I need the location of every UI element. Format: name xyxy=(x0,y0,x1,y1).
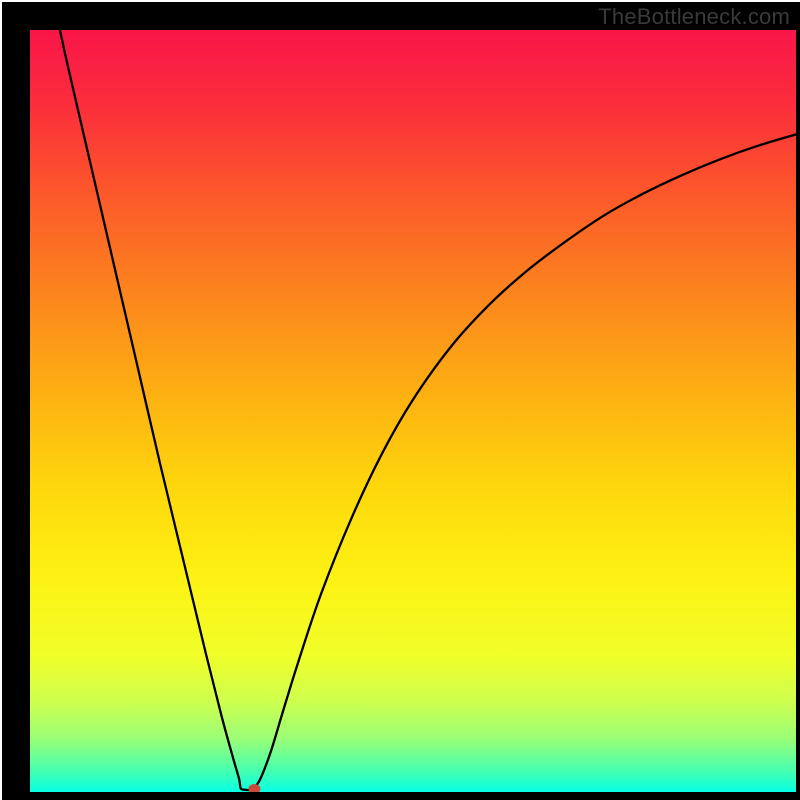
watermark-text: TheBottleneck.com xyxy=(598,4,790,30)
plot-background xyxy=(30,30,796,792)
chart-svg xyxy=(0,0,800,800)
bottleneck-chart: TheBottleneck.com xyxy=(0,0,800,800)
